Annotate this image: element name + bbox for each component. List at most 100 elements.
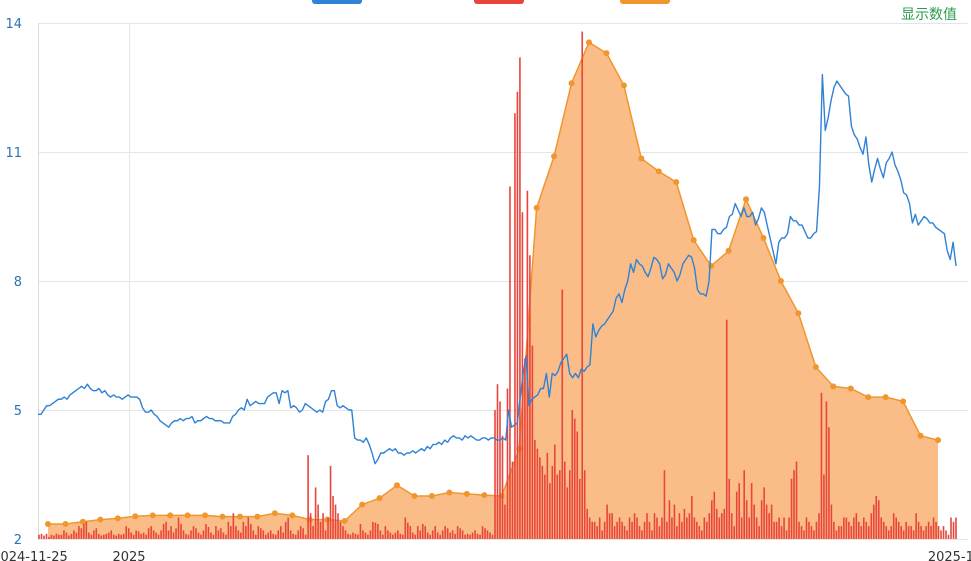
- bar: [115, 535, 118, 539]
- bar: [549, 483, 551, 539]
- bar: [526, 190, 529, 539]
- bar: [506, 388, 509, 539]
- bar: [775, 521, 778, 539]
- bar: [155, 532, 157, 539]
- bar: [494, 410, 496, 539]
- area-point: [812, 364, 819, 370]
- bar: [568, 470, 571, 539]
- bar: [808, 521, 810, 539]
- bar: [551, 465, 554, 539]
- bar: [810, 526, 813, 539]
- bar: [85, 521, 88, 539]
- bar: [431, 530, 434, 539]
- bar: [267, 532, 270, 539]
- bar: [917, 521, 920, 539]
- area-point: [45, 520, 51, 527]
- bar: [210, 532, 212, 539]
- bar: [309, 513, 312, 539]
- area-point: [481, 492, 488, 499]
- area-point: [202, 512, 209, 519]
- bar: [725, 319, 728, 539]
- bar: [172, 532, 175, 539]
- bar: [245, 526, 247, 539]
- bar: [693, 517, 696, 539]
- bar: [658, 526, 661, 539]
- bar: [850, 526, 853, 539]
- bar: [459, 528, 461, 539]
- bar: [461, 530, 464, 539]
- bar: [935, 521, 937, 539]
- bar: [444, 526, 446, 539]
- bar: [299, 526, 302, 539]
- bar: [686, 517, 688, 539]
- bar: [788, 517, 790, 539]
- bar: [289, 530, 292, 539]
- legend-swatch-series-3[interactable]: [620, 0, 670, 4]
- bar: [611, 513, 613, 539]
- bar: [269, 530, 272, 539]
- bar: [339, 521, 342, 539]
- bar: [713, 491, 716, 539]
- bar: [882, 521, 885, 539]
- bar: [601, 530, 603, 539]
- bar: [117, 533, 120, 539]
- bar: [60, 534, 63, 539]
- bar: [720, 513, 723, 539]
- bar: [274, 534, 277, 539]
- bar: [40, 533, 43, 539]
- bar: [748, 517, 750, 539]
- bar: [853, 517, 855, 539]
- bar: [379, 530, 382, 539]
- bar: [95, 528, 98, 539]
- area-point: [411, 493, 418, 499]
- bar: [514, 113, 516, 540]
- bar: [324, 530, 327, 539]
- bar: [292, 533, 294, 539]
- bar: [858, 521, 860, 539]
- bar: [397, 530, 399, 539]
- bar: [137, 531, 140, 539]
- legend-swatch-series-2[interactable]: [474, 0, 524, 4]
- bar: [733, 526, 736, 539]
- bar: [142, 532, 145, 539]
- bar: [369, 530, 372, 539]
- bar: [456, 526, 459, 539]
- bar: [616, 521, 618, 539]
- area-point: [830, 383, 837, 390]
- bar: [175, 528, 177, 539]
- legend-swatch-series-1[interactable]: [312, 0, 362, 4]
- bar: [915, 513, 917, 539]
- area-point: [673, 179, 680, 186]
- area-point: [254, 513, 261, 520]
- bar: [337, 513, 339, 539]
- bar: [758, 526, 760, 539]
- area-point: [114, 515, 121, 522]
- bar: [382, 534, 384, 539]
- area-point: [236, 513, 243, 520]
- area-point: [132, 513, 139, 520]
- bar: [641, 530, 643, 539]
- bar: [863, 517, 865, 539]
- bar: [798, 521, 800, 539]
- bar: [235, 526, 237, 539]
- toggle-values-button[interactable]: 显示数值: [901, 7, 957, 23]
- bar-series: [38, 31, 957, 540]
- area-point: [428, 493, 435, 499]
- bar: [668, 500, 671, 539]
- area-point: [603, 50, 610, 57]
- bar: [322, 513, 324, 539]
- bar: [683, 508, 686, 539]
- bar: [877, 500, 880, 539]
- bar: [387, 530, 389, 539]
- bar: [623, 526, 626, 539]
- bar: [237, 530, 240, 539]
- bar: [880, 517, 883, 539]
- line-series: [38, 73, 957, 465]
- bar: [38, 534, 40, 539]
- bar: [409, 526, 412, 539]
- x-tick-label: 2024-11-25: [0, 550, 68, 561]
- bar: [187, 534, 190, 539]
- bar: [125, 526, 128, 539]
- bar: [439, 534, 441, 539]
- area-series: [45, 39, 941, 539]
